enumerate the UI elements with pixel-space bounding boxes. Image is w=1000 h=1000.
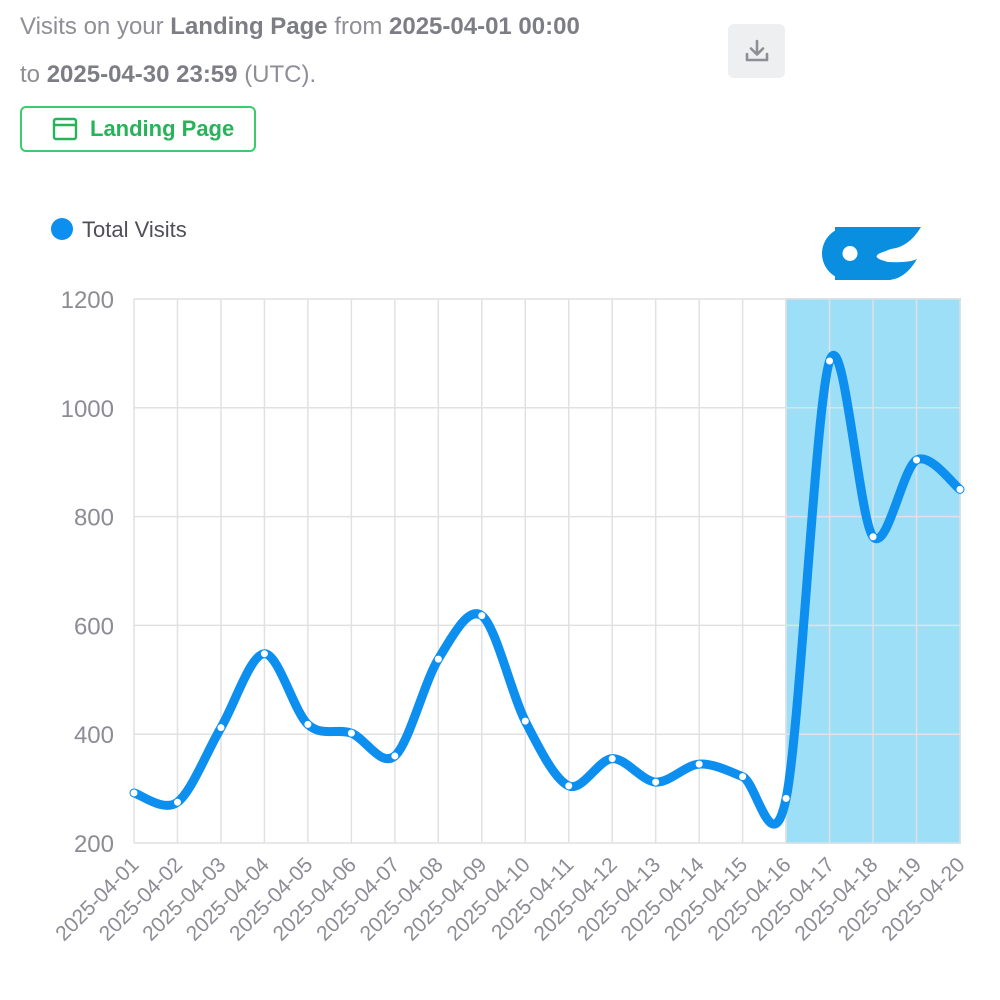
data-point bbox=[565, 782, 573, 790]
summary-prefix: Visits on your bbox=[20, 13, 164, 40]
data-point bbox=[739, 773, 747, 781]
y-tick-label: 800 bbox=[74, 505, 114, 532]
data-point bbox=[173, 798, 181, 806]
oc-logo bbox=[822, 227, 921, 280]
filter-chip-label: Landing Page bbox=[90, 116, 235, 141]
y-tick-label: 1000 bbox=[61, 396, 114, 423]
legend-marker-total-visits bbox=[51, 218, 73, 240]
chart-legend[interactable]: Total Visits bbox=[51, 217, 187, 242]
series-line-total-visits bbox=[129, 351, 965, 829]
data-point bbox=[130, 789, 138, 797]
data-point bbox=[913, 456, 921, 464]
data-point bbox=[608, 755, 616, 763]
visits-summary: Visits on your Landing Page from 2025-04… bbox=[20, 3, 700, 99]
summary-page-name: Landing Page bbox=[170, 13, 328, 40]
data-point bbox=[304, 720, 312, 728]
summary-to: to bbox=[20, 61, 41, 88]
summary-timezone: (UTC). bbox=[244, 61, 317, 88]
data-point bbox=[826, 357, 834, 365]
landing-page-filter-chip[interactable]: Landing Page bbox=[20, 106, 256, 152]
data-point bbox=[478, 612, 486, 620]
summary-start-date: 2025-04-01 00:00 bbox=[389, 13, 580, 40]
y-tick-label: 1200 bbox=[61, 287, 114, 314]
data-point bbox=[782, 794, 790, 802]
data-point bbox=[652, 778, 660, 786]
y-tick-label: 600 bbox=[74, 613, 114, 640]
legend-label-total-visits: Total Visits bbox=[82, 217, 187, 242]
summary-from: from bbox=[334, 13, 383, 40]
data-point bbox=[217, 724, 225, 732]
y-tick-label: 400 bbox=[74, 722, 114, 749]
data-point bbox=[391, 752, 399, 760]
data-point bbox=[347, 729, 355, 737]
data-point bbox=[260, 650, 268, 658]
download-button[interactable] bbox=[728, 24, 785, 78]
download-icon bbox=[745, 39, 768, 62]
data-point bbox=[869, 533, 877, 541]
data-point bbox=[956, 485, 964, 493]
y-tick-label: 200 bbox=[74, 831, 114, 858]
data-point bbox=[695, 760, 703, 768]
data-point bbox=[434, 655, 442, 663]
browser-window-icon bbox=[52, 116, 78, 142]
summary-end-date: 2025-04-30 23:59 bbox=[46, 61, 238, 88]
data-point bbox=[521, 717, 529, 725]
